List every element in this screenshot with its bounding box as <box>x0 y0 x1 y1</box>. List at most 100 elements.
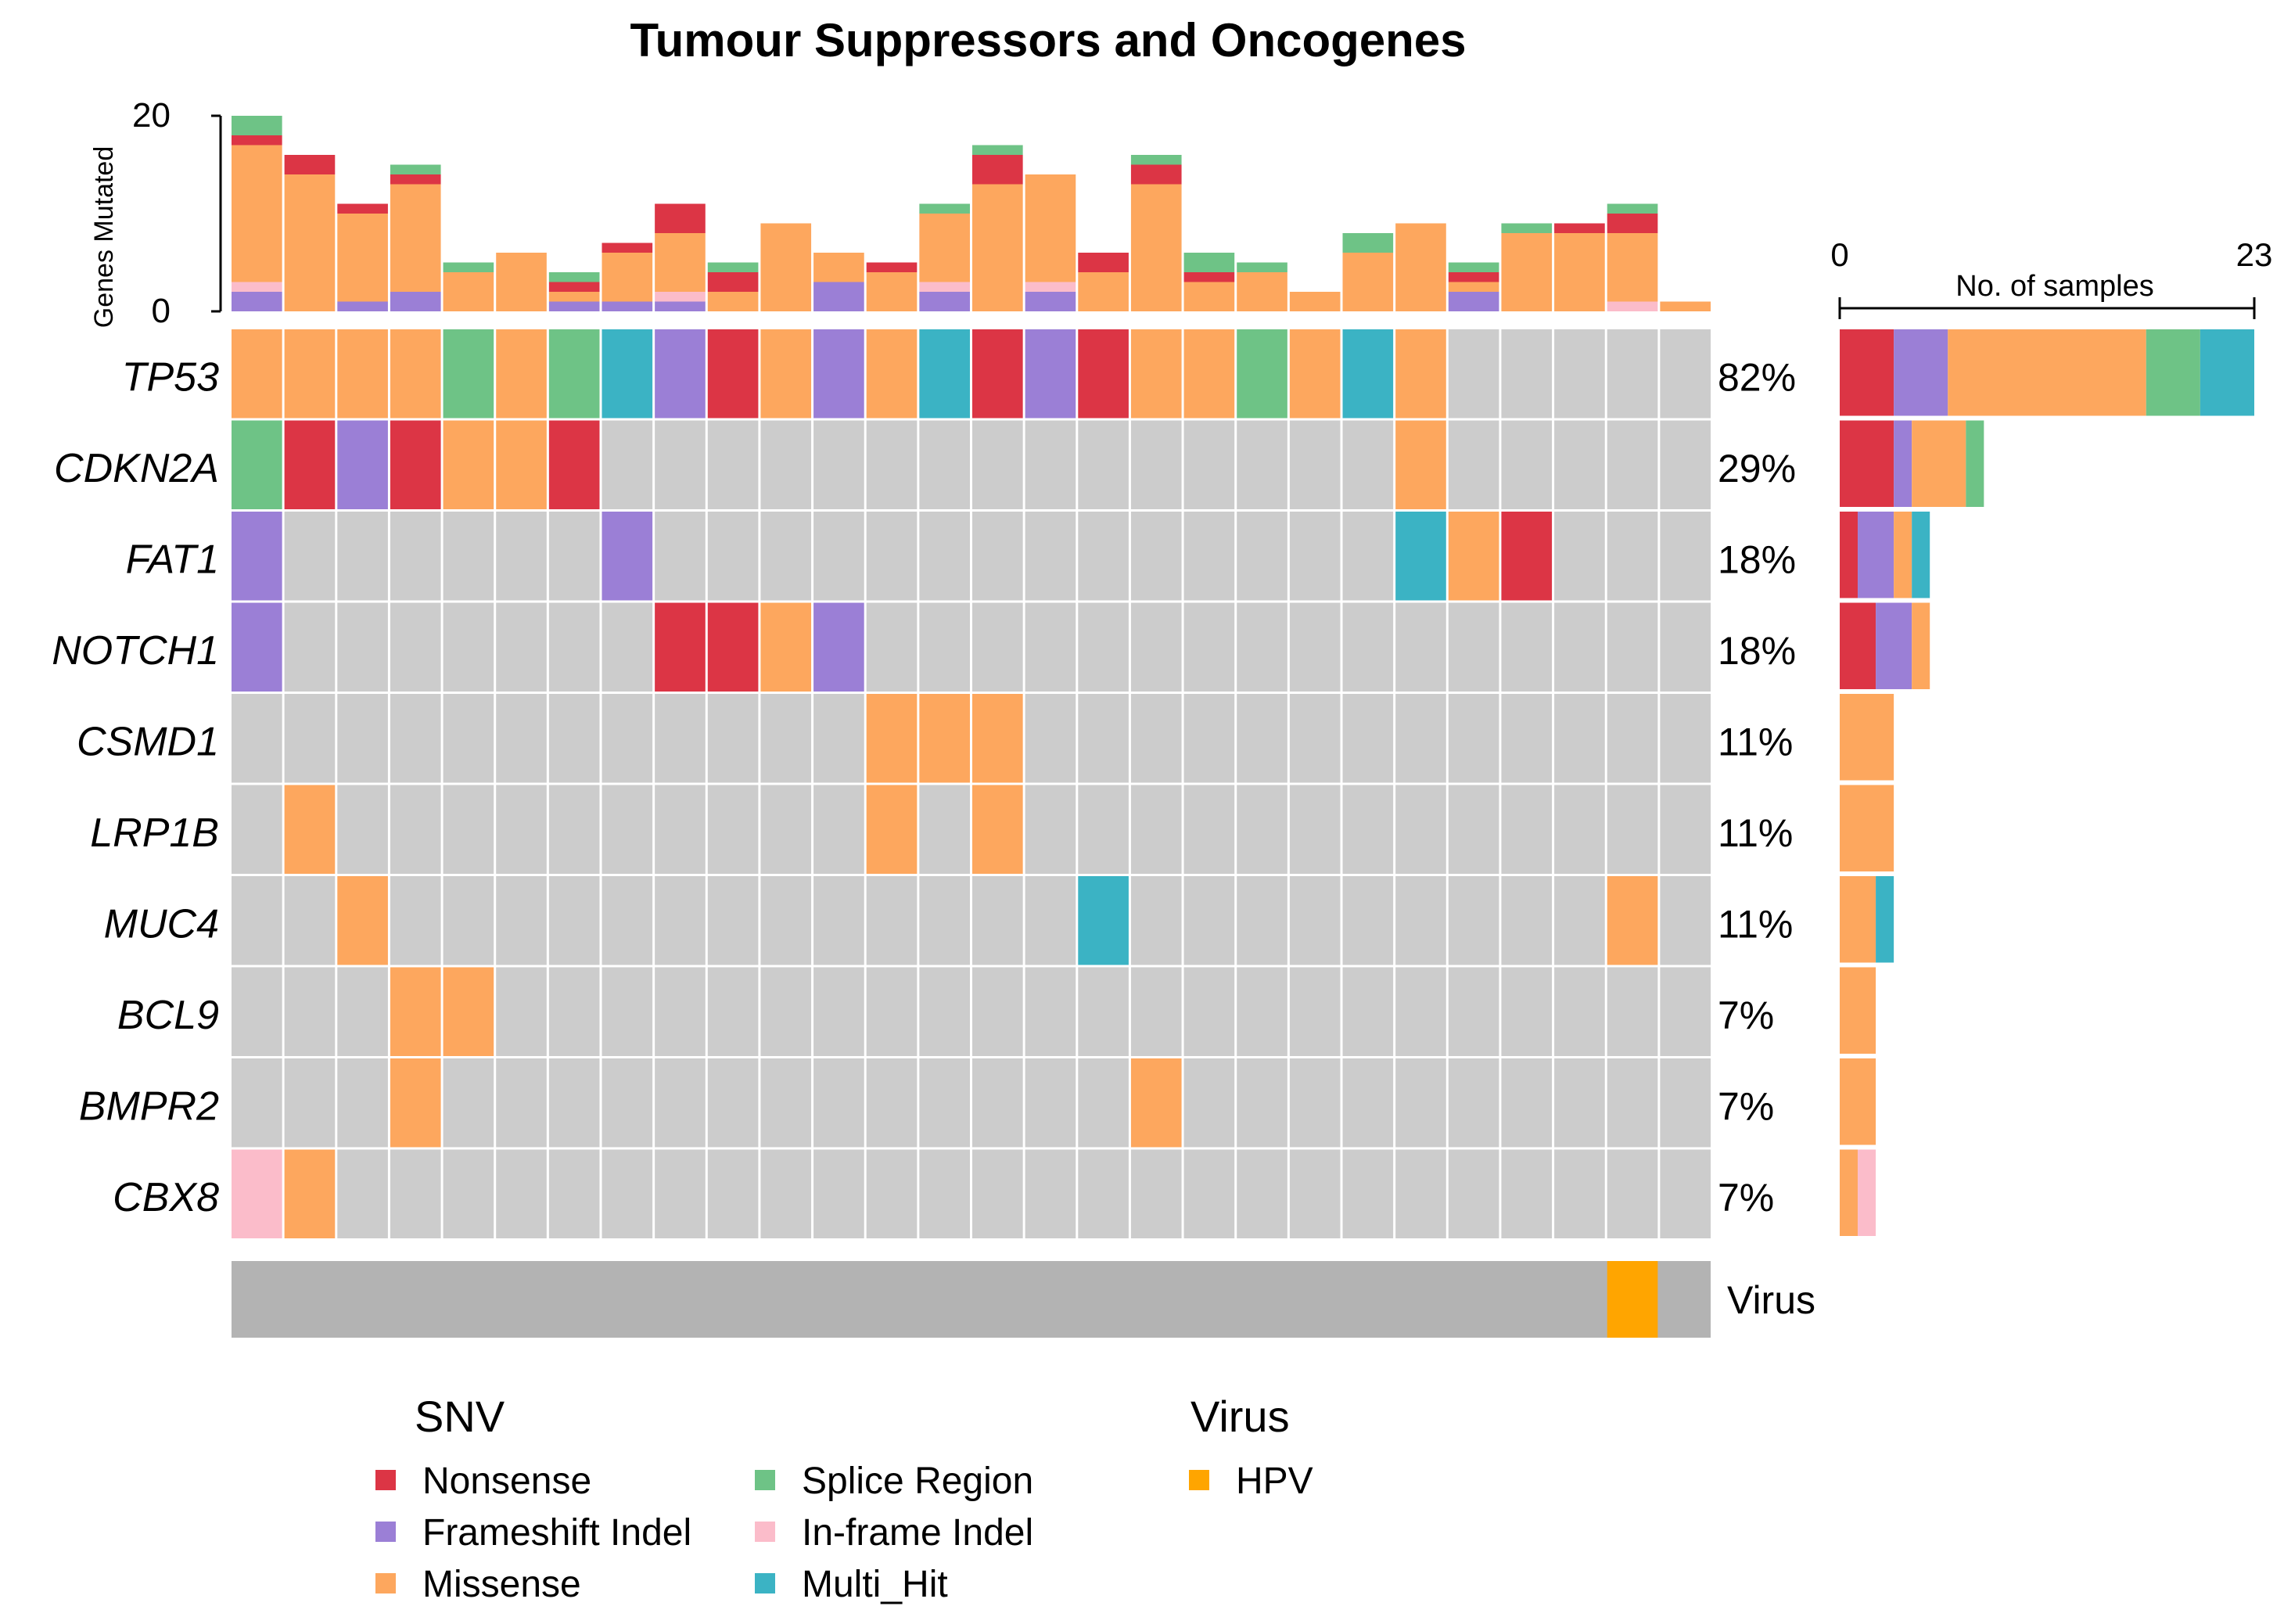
top-bar-10-missense <box>707 292 759 311</box>
top-bar-21-missense <box>1289 292 1341 311</box>
cell-bcl9-10 <box>707 967 759 1056</box>
cell-cdkn2a-8 <box>602 420 653 509</box>
cell-tp53-20 <box>1237 329 1287 419</box>
cell-muc4-14 <box>919 876 970 965</box>
cell-fat1-16 <box>1025 512 1076 601</box>
top-bar-18-nonsense <box>1130 164 1182 185</box>
cell-lrp1b-11 <box>760 785 812 874</box>
cell-csmd1-18 <box>1130 694 1182 783</box>
cell-cbx8-26 <box>1554 1149 1605 1238</box>
cell-fat1-10 <box>707 512 759 601</box>
cell-tp53-25 <box>1501 329 1553 419</box>
legend-label-splice-region: Splice Region <box>802 1461 1033 1502</box>
cell-csmd1-21 <box>1289 694 1341 783</box>
cell-lrp1b-24 <box>1448 785 1499 874</box>
cell-tp53-28 <box>1660 329 1711 419</box>
legend-label-missense: Missense <box>422 1564 581 1605</box>
cell-cdkn2a-14 <box>919 420 970 509</box>
percentage-fat1: 18% <box>1718 537 1796 581</box>
cell-cbx8-6 <box>496 1149 547 1238</box>
cell-cdkn2a-6 <box>496 420 547 509</box>
cell-fat1-2 <box>284 512 336 601</box>
top-bar-1-in-frame-indel <box>232 282 282 292</box>
cell-bcl9-9 <box>655 967 706 1056</box>
cell-bmpr2-6 <box>496 1058 547 1148</box>
cell-lrp1b-10 <box>707 785 759 874</box>
cell-cbx8-21 <box>1289 1149 1341 1238</box>
cell-notch1-1 <box>232 602 282 692</box>
cell-notch1-26 <box>1554 602 1605 692</box>
cell-cbx8-17 <box>1078 1149 1129 1238</box>
cell-bcl9-19 <box>1183 967 1235 1056</box>
cell-bmpr2-1 <box>232 1058 282 1148</box>
cell-notch1-25 <box>1501 602 1553 692</box>
cell-bmpr2-25 <box>1501 1058 1553 1148</box>
legend-swatch-missense <box>375 1573 396 1593</box>
cell-fat1-5 <box>443 512 494 601</box>
top-bar-5-missense <box>443 272 494 311</box>
cell-cdkn2a-12 <box>813 420 864 509</box>
cell-bcl9-28 <box>1660 967 1711 1056</box>
top-bar-23-missense <box>1395 223 1446 311</box>
cell-bcl9-27 <box>1607 967 1658 1056</box>
cell-notch1-21 <box>1289 602 1341 692</box>
cell-cbx8-19 <box>1183 1149 1235 1238</box>
cell-notch1-5 <box>443 602 494 692</box>
cell-cbx8-13 <box>866 1149 918 1238</box>
cell-bcl9-22 <box>1342 967 1394 1056</box>
top-bar-9-frameshift-indel <box>655 301 706 311</box>
cell-bcl9-20 <box>1237 967 1287 1056</box>
cell-cdkn2a-17 <box>1078 420 1129 509</box>
cell-lrp1b-3 <box>337 785 388 874</box>
cell-cdkn2a-28 <box>1660 420 1711 509</box>
cell-notch1-6 <box>496 602 547 692</box>
cell-fat1-13 <box>866 512 918 601</box>
top-bar-13-nonsense <box>866 262 918 272</box>
cell-tp53-16 <box>1025 329 1076 419</box>
legend-label-nonsense: Nonsense <box>422 1461 591 1502</box>
top-bar-2-nonsense <box>284 155 336 174</box>
cell-csmd1-6 <box>496 694 547 783</box>
cell-muc4-18 <box>1130 876 1182 965</box>
side-bar-cdkn2a-nonsense <box>1840 420 1894 507</box>
cell-csmd1-17 <box>1078 694 1129 783</box>
virus-track-label: Virus <box>1727 1278 1815 1322</box>
gene-label-bmpr2: BMPR2 <box>79 1083 219 1129</box>
cell-bcl9-3 <box>337 967 388 1056</box>
cell-bmpr2-15 <box>972 1058 1023 1148</box>
cell-notch1-9 <box>655 602 706 692</box>
cell-notch1-14 <box>919 602 970 692</box>
top-y-axis-label: Genes Mutated <box>89 146 119 328</box>
cell-cbx8-4 <box>390 1149 441 1238</box>
cell-lrp1b-8 <box>602 785 653 874</box>
cell-cbx8-11 <box>760 1149 812 1238</box>
cell-bcl9-5 <box>443 967 494 1056</box>
top-bar-10-splice-region <box>707 262 759 272</box>
cell-tp53-13 <box>866 329 918 419</box>
cell-muc4-11 <box>760 876 812 965</box>
side-bar-lrp1b-missense <box>1840 785 1894 871</box>
top-barplot: 20 0 Genes Mutated <box>89 96 1711 330</box>
cell-notch1-27 <box>1607 602 1658 692</box>
legend-title-virus: Virus <box>1190 1392 1290 1441</box>
side-bar-tp53-nonsense <box>1840 329 1894 416</box>
top-bar-7-missense <box>548 292 600 302</box>
side-bar-notch1-frameshift-indel <box>1876 602 1912 689</box>
cell-bcl9-2 <box>284 967 336 1056</box>
side-bar-muc4-multi-hit <box>1876 876 1894 963</box>
cell-notch1-12 <box>813 602 864 692</box>
cell-bmpr2-4 <box>390 1058 441 1148</box>
cell-notch1-10 <box>707 602 759 692</box>
side-bar-cdkn2a-missense <box>1912 420 1966 507</box>
cell-notch1-15 <box>972 602 1023 692</box>
cell-bcl9-26 <box>1554 967 1605 1056</box>
cell-tp53-27 <box>1607 329 1658 419</box>
top-bar-22-missense <box>1342 253 1394 311</box>
cell-bcl9-11 <box>760 967 812 1056</box>
side-bar-tp53-multi-hit <box>2200 329 2254 416</box>
top-bar-14-in-frame-indel <box>919 282 970 292</box>
cell-fat1-11 <box>760 512 812 601</box>
side-bar-cdkn2a-frameshift-indel <box>1894 420 1912 507</box>
cell-bcl9-12 <box>813 967 864 1056</box>
cell-cdkn2a-15 <box>972 420 1023 509</box>
